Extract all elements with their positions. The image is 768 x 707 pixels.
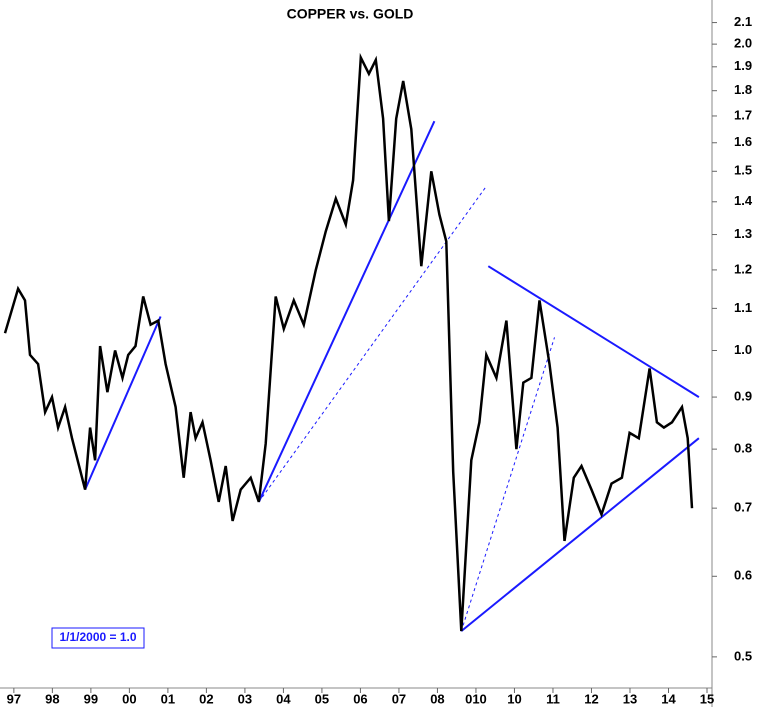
y-tick-label: 0.7: [734, 500, 752, 515]
series-line: [3, 52, 694, 632]
trend-line: [460, 337, 555, 632]
trend-line: [487, 265, 700, 398]
x-tick-label: 11: [546, 691, 560, 706]
chart-title: COPPER vs. GOLD: [287, 6, 414, 22]
x-tick-label: 15: [700, 691, 714, 706]
trend-line: [460, 437, 700, 632]
x-tick-label: 00: [122, 691, 136, 706]
y-tick-label: 1.9: [734, 58, 752, 73]
y-tick-label: 0.5: [734, 648, 752, 663]
y-tick-label: 2.1: [734, 14, 752, 29]
trend-line: [258, 186, 487, 503]
trend-line: [257, 120, 436, 503]
trend-line: [84, 316, 162, 490]
x-tick-label: 12: [584, 691, 598, 706]
x-tick-label: 010: [465, 691, 487, 706]
y-tick-label: 0.6: [734, 568, 752, 583]
x-tick-label: 03: [238, 691, 252, 706]
y-tick-label: 0.9: [734, 389, 752, 404]
y-tick-label: 1.4: [734, 193, 753, 208]
x-tick-label: 99: [84, 691, 98, 706]
x-tick-label: 98: [45, 691, 59, 706]
x-tick-label: 04: [276, 691, 291, 706]
x-tick-label: 14: [661, 691, 676, 706]
y-tick-label: 2.0: [734, 36, 752, 51]
y-tick-label: 1.1: [734, 300, 752, 315]
y-tick-label: 1.7: [734, 107, 752, 122]
y-tick-label: 0.8: [734, 441, 752, 456]
x-tick-label: 07: [392, 691, 406, 706]
x-tick-label: 05: [315, 691, 329, 706]
annotation-box: [51, 627, 145, 649]
annotation: 1/1/2000 = 1.0: [59, 630, 136, 644]
x-tick-label: 13: [623, 691, 637, 706]
x-tick-label: 01: [161, 691, 175, 706]
x-tick-label: 08: [430, 691, 444, 706]
x-tick-label: 02: [199, 691, 213, 706]
y-tick-label: 1.6: [734, 134, 752, 149]
x-tick-label: 06: [353, 691, 367, 706]
y-tick-label: 1.3: [734, 226, 752, 241]
x-tick-label: 10: [507, 691, 521, 706]
y-tick-label: 1.2: [734, 261, 752, 276]
x-tick-label: 97: [7, 691, 21, 706]
y-tick-label: 1.0: [734, 342, 752, 357]
y-tick-label: 1.5: [734, 163, 752, 178]
y-tick-label: 1.8: [734, 82, 752, 97]
